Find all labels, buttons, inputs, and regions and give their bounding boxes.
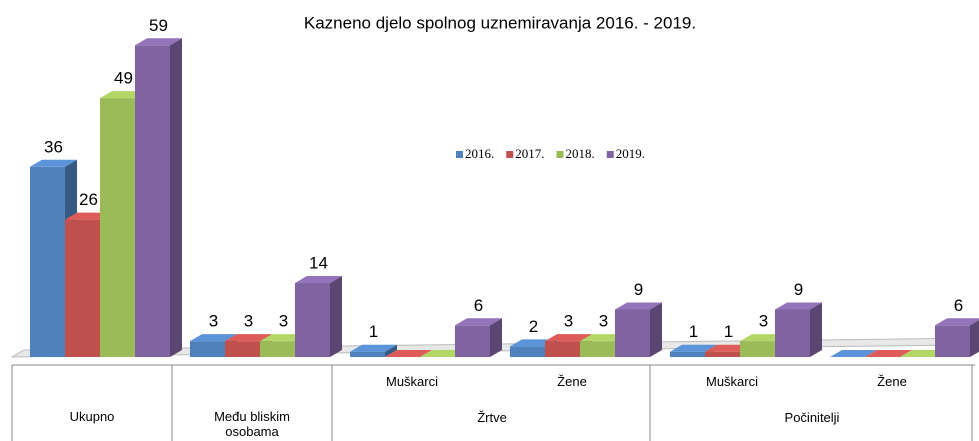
value-label: 14 [309,254,328,273]
value-label: 3 [599,312,608,331]
value-label: 3 [564,312,573,331]
group-label: Žrtve [477,410,507,425]
bar-front [545,341,580,357]
bar-front [295,283,330,357]
bar-top [935,318,979,326]
bar [865,350,912,357]
category-label: Među bliskim osobama [214,409,290,439]
bar [135,38,182,358]
value-label: 6 [474,296,483,315]
bar-top [30,159,77,167]
bar-top [385,350,432,357]
value-label: 2 [529,317,538,336]
bar-front [260,341,295,357]
bar-front [100,98,135,357]
bar-side [650,302,662,357]
bar-front [740,341,775,357]
value-label: 1 [369,322,378,341]
bar-top [865,350,912,357]
sub-category-label: Žene [557,374,587,389]
bar [295,276,342,357]
bar-top [190,334,237,342]
bar-top [350,344,397,352]
bar [615,302,662,357]
bar-top [545,334,592,342]
bar-side [170,38,182,358]
bar-front [30,166,65,357]
bar-front [135,45,170,358]
bar [350,344,397,357]
value-label: 3 [244,312,253,331]
chart-title: Kazneno djelo spolnog uznemiravanja 2016… [304,13,696,32]
bar-front [455,325,490,357]
bar [935,318,979,357]
group-label: Počinitelji [784,410,840,425]
legend-label: 2016. [465,146,494,161]
bar-front [350,351,385,357]
legend-swatch [456,151,463,158]
bar-front [510,346,545,357]
bar-top [225,334,272,342]
bar-front [775,309,810,357]
value-label: 26 [79,190,98,209]
bar-top [830,350,877,357]
legend-label: 2017. [515,146,544,161]
sub-category-label: Muškarci [385,374,438,389]
bar [455,318,502,357]
category-table [11,364,975,441]
legend-label: 2018. [566,146,595,161]
bar-front [65,219,100,357]
bar-front [615,309,650,357]
bar [830,350,877,357]
sub-category-label: Muškarci [705,374,758,389]
legend-swatch [606,151,614,158]
bar-side [490,318,502,357]
bar-top [670,344,717,352]
value-label: 9 [794,280,803,299]
bar-top [455,318,502,326]
bar-front [670,351,705,357]
bar-top [775,302,822,310]
legend-swatch [556,151,564,158]
value-label: 1 [724,322,733,341]
bar-front [580,341,615,357]
value-label: 3 [759,312,768,331]
value-label: 1 [689,322,698,341]
bar [385,350,432,357]
bar-side [330,276,342,357]
bar-side [970,320,979,357]
value-label: 3 [209,312,218,331]
bar-top [615,302,662,310]
bar-side [810,302,822,357]
value-label: 49 [114,69,133,88]
bar-top [295,276,342,284]
category-label: Ukupno [69,409,115,424]
value-label: 59 [149,16,168,35]
bar-top [135,38,182,46]
bar-front [225,341,260,357]
bar-side [385,344,397,357]
sub-category-label: Žene [877,374,907,389]
bar-front [935,325,970,357]
value-label: 36 [44,137,63,156]
bar-front [190,341,225,357]
legend-label: 2019. [616,146,645,161]
value-label: 3 [279,312,288,331]
bar [775,302,822,357]
value-label: 6 [954,296,963,315]
bar-front [705,351,740,357]
value-label: 9 [634,280,643,299]
legend-swatch [506,151,514,158]
